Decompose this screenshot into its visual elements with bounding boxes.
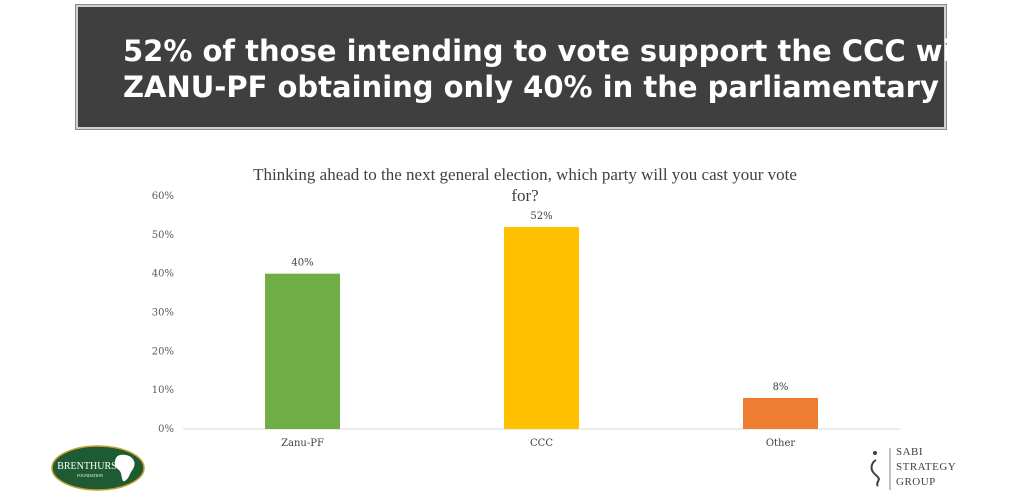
y-axis: 0% 10% 20% 30% 40% 50% 60% — [152, 191, 174, 435]
brenthurst-foundation-logo: BRENTHURST FOUNDATION — [51, 445, 145, 491]
data-label: 52% — [530, 211, 552, 222]
x-tick-label: Other — [766, 438, 796, 449]
x-tick-label: CCC — [530, 438, 553, 449]
sabi-strategy-group-logo — [870, 448, 891, 490]
bars — [265, 227, 818, 429]
bar-other — [743, 397, 818, 429]
data-label: 8% — [773, 382, 789, 393]
y-tick-label: 20% — [152, 346, 174, 357]
x-tick-label: Zanu-PF — [281, 438, 324, 449]
y-tick-label: 10% — [152, 385, 174, 396]
bar-ccc — [504, 227, 579, 429]
data-label: 40% — [291, 258, 313, 269]
x-axis: Zanu-PF CCC Other — [281, 438, 795, 449]
headline-banner: 52% of those intending to vote support t… — [76, 5, 1021, 129]
sabi-logo-line-1: SABI — [896, 446, 924, 458]
brenthurst-logo-subtext: FOUNDATION — [77, 473, 103, 478]
data-labels: 40% 52% 8% — [291, 211, 788, 393]
bar-zanu-pf — [265, 273, 340, 429]
headline-line-2: ZANU-PF obtaining only 40% in the parlia… — [123, 70, 1022, 104]
y-tick-label: 30% — [152, 308, 174, 319]
y-tick-label: 0% — [158, 424, 174, 435]
brenthurst-logo-text: BRENTHURST — [57, 461, 123, 472]
chart-title-line-2: for? — [511, 186, 539, 205]
chart-title-line-1: Thinking ahead to the next general elect… — [253, 165, 797, 184]
headline-line-1: 52% of those intending to vote support t… — [123, 34, 987, 68]
y-tick-label: 50% — [152, 230, 174, 241]
sabi-logo-line-2: STRATEGY — [896, 461, 957, 473]
sabi-logo-line-3: GROUP — [896, 476, 936, 488]
y-tick-label: 40% — [152, 269, 174, 280]
chart-title: Thinking ahead to the next general elect… — [205, 164, 845, 206]
y-tick-label: 60% — [152, 191, 174, 202]
